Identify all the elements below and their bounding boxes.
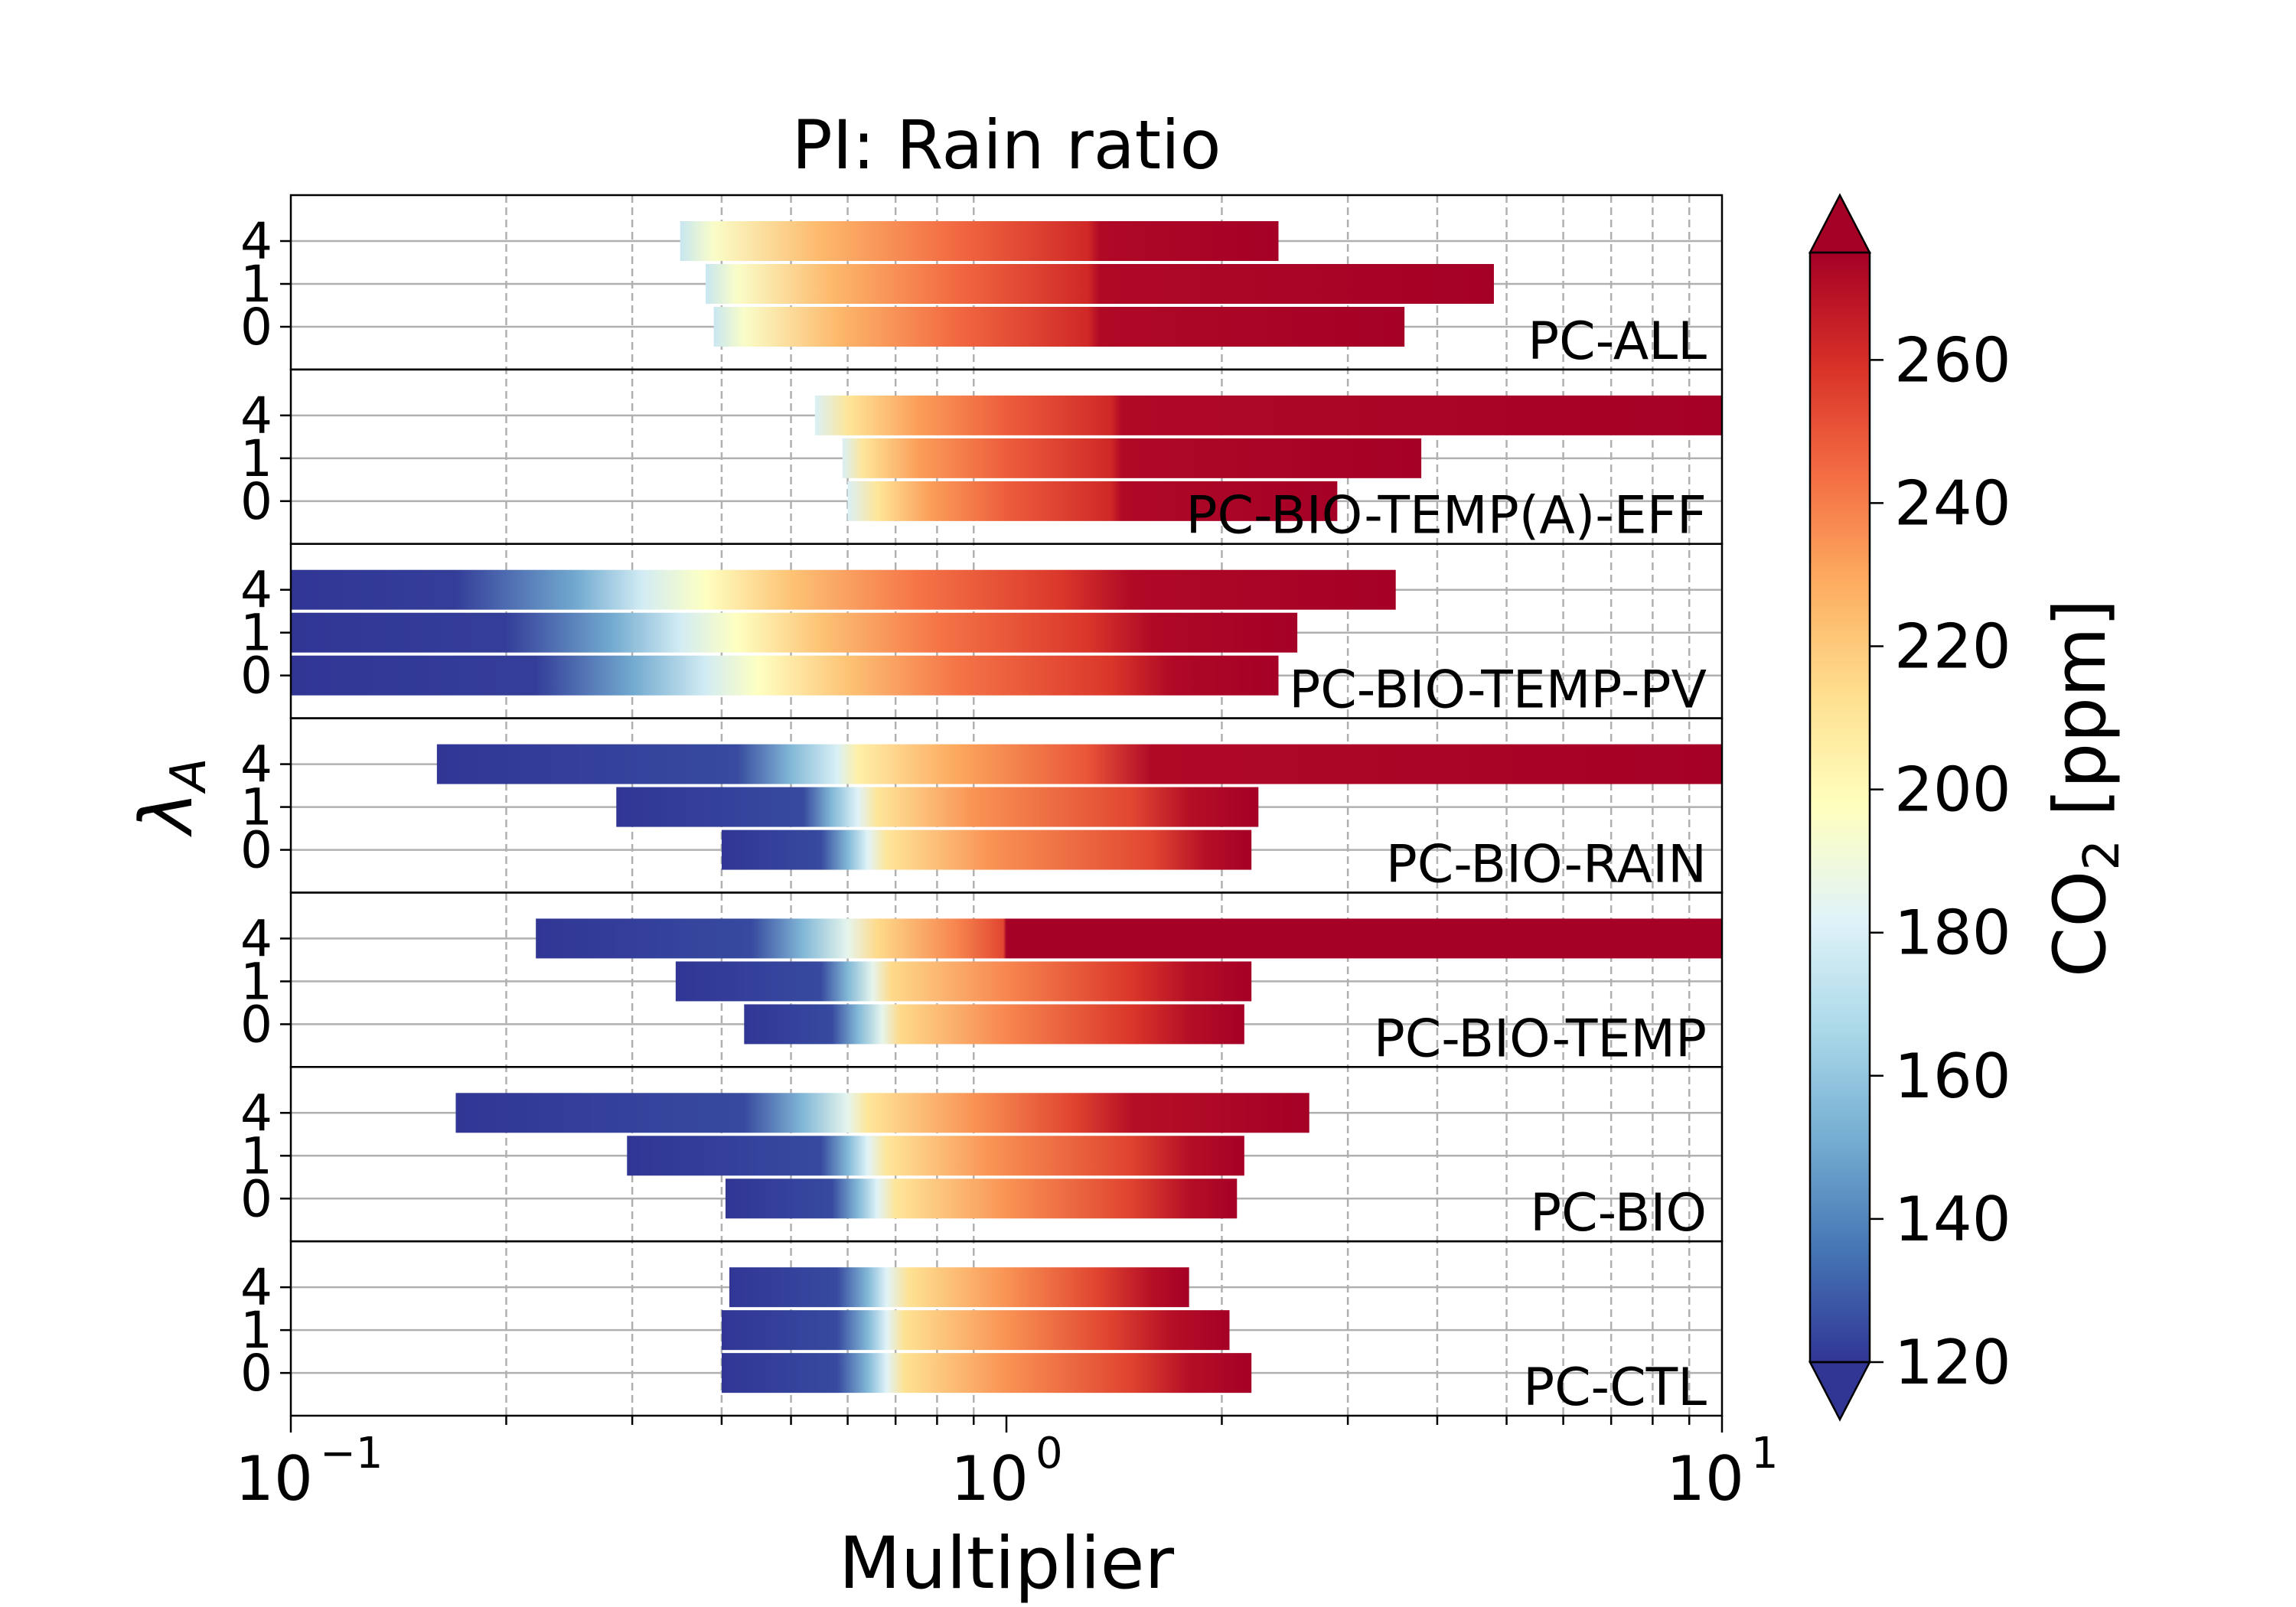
colorbar-extend-max [1808,193,1872,254]
colorbar: 120 140 160 180 200 220 240 260 [1808,193,2011,1422]
x-tick-exponent: 1 [1751,1429,1779,1478]
panel-label: PC-BIO-TEMP [1374,1009,1707,1069]
colorbar-gradient [1810,253,1870,1362]
panel: 410 PC-BIO-TEMP [240,892,1724,1069]
bar [721,830,1252,870]
bar [725,1178,1238,1219]
bar [436,744,1722,784]
bar [842,438,1422,478]
y-tick-label: 4 [240,561,272,620]
y-tick-label: 1 [240,952,272,1011]
y-tick-label: 0 [240,995,272,1054]
x-tick-label: 10 [1666,1443,1744,1514]
colorbar-tick-label: 240 [1894,468,2011,539]
panel-label: PC-BIO-TEMP(A)-EFF [1186,486,1707,546]
bar [680,221,1279,261]
panel-label: PC-ALL [1528,311,1707,372]
panel: 410 PC-BIO [240,1066,1724,1244]
y-tick-label: 4 [240,212,272,271]
bar [627,1136,1244,1176]
y-tick-label: 4 [240,1258,272,1317]
panel-label: PC-BIO-TEMP-PV [1289,660,1707,721]
x-tick-exponent: 0 [1035,1429,1063,1478]
y-axis-label: λA [126,758,217,837]
panel: 410 PC-CTL [240,1240,1724,1418]
bar [847,481,1338,521]
x-tick-exponent: −1 [320,1429,383,1478]
y-tick-label: 4 [240,386,272,445]
bar [616,787,1259,827]
colorbar-frame [1808,251,1871,1364]
bar [713,307,1405,347]
y-tick-label: 1 [240,1301,272,1360]
colorbar-label-unit: [ppm] [2039,599,2122,839]
bar [721,1310,1230,1351]
bar [536,918,1722,959]
x-tick-label: 10 [951,1443,1029,1514]
colorbar-tick-label: 200 [1894,755,2011,826]
y-tick-label: 4 [240,735,272,794]
y-tick-label: 0 [240,298,272,357]
panel: 410 PC-BIO-TEMP-PV [240,543,1724,721]
colorbar-tick-label: 160 [1894,1041,2011,1112]
y-tick-label: 4 [240,909,272,968]
y-tick-label: 0 [240,1344,272,1403]
panel-label: PC-BIO [1530,1183,1707,1244]
colorbar-tick-label: 220 [1894,611,2011,683]
bar [706,264,1494,304]
colorbar-label-co: CO [2039,871,2122,978]
bar [455,1093,1309,1133]
panel: 410 PC-ALL [240,194,1724,372]
panel: 410 PC-BIO-TEMP(A)-EFF [240,368,1724,546]
y-axis-label-symbol: λ [126,791,209,838]
y-tick-label: 1 [240,429,272,488]
colorbar-tick-label: 120 [1894,1327,2011,1398]
panel-label: PC-BIO-RAIN [1386,834,1707,895]
x-axis-label: Multiplier [839,1522,1175,1605]
panel: 410 PC-BIO-RAIN [240,717,1724,895]
bar [721,1353,1252,1393]
colorbar-label-subscript: 2 [2074,839,2131,871]
bar [291,612,1298,653]
y-tick-label: 0 [240,647,272,706]
bar [291,569,1396,610]
panel-label: PC-CTL [1523,1358,1707,1418]
x-tick-label: 10 [235,1443,313,1514]
y-tick-label: 1 [240,255,272,314]
y-axis-label-subscript: A [161,758,217,794]
bar [744,1004,1244,1045]
colorbar-tick-label: 140 [1894,1184,2011,1255]
y-tick-label: 0 [240,821,272,880]
bar [729,1267,1189,1308]
y-tick-label: 4 [240,1084,272,1143]
y-tick-label: 1 [240,604,272,663]
colorbar-tick-label: 260 [1894,324,2011,396]
chart-title: PI: Rain ratio [792,106,1221,184]
bar [291,655,1279,696]
colorbar-extend-min [1808,1361,1872,1422]
x-axis: 10 −1 10 0 10 1 [235,1416,1779,1514]
y-tick-label: 0 [240,472,272,531]
bar [675,961,1252,1002]
y-tick-label: 0 [240,1169,272,1228]
y-tick-label: 1 [240,1126,272,1185]
y-tick-label: 1 [240,778,272,837]
colorbar-tick-label: 180 [1894,898,2011,969]
bar [814,395,1722,435]
colorbar-label: CO2 [ppm] [2039,599,2131,977]
